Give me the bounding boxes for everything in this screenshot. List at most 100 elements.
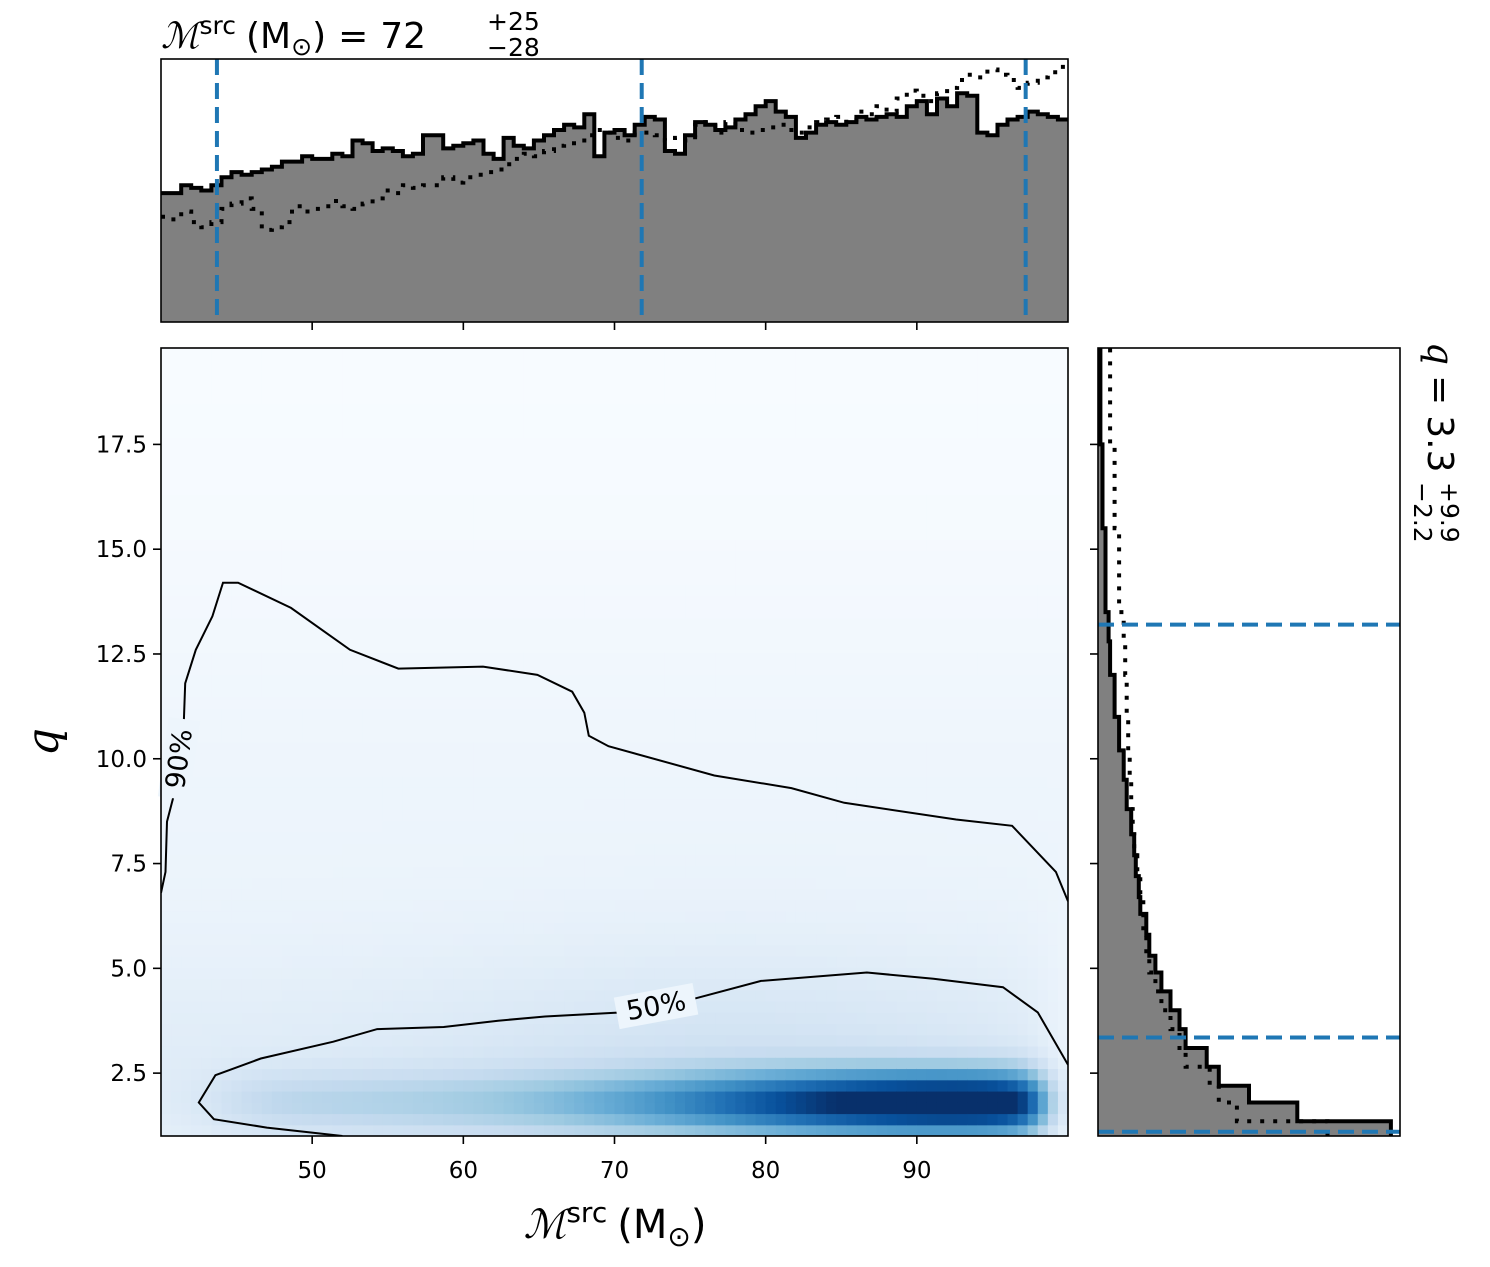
heatmap-cell — [312, 730, 323, 743]
heatmap-cell — [503, 494, 515, 507]
heatmap-cell — [715, 685, 726, 698]
heatmap-cell — [211, 764, 223, 777]
heatmap-cell — [866, 404, 878, 417]
heatmap-cell — [533, 1068, 545, 1081]
heatmap-cell — [826, 460, 837, 473]
heatmap-cell — [483, 843, 495, 856]
heatmap-cell — [785, 708, 797, 721]
heatmap-cell — [231, 561, 243, 574]
heatmap-cell — [805, 967, 817, 979]
heatmap-cell — [533, 787, 545, 799]
heatmap-cell — [352, 1124, 364, 1136]
heatmap-cell — [362, 832, 374, 844]
heatmap-cell — [241, 955, 253, 968]
heatmap-cell — [463, 910, 475, 923]
heatmap-cell — [372, 843, 384, 856]
heatmap-cell — [161, 449, 172, 462]
heatmap-cell — [775, 877, 787, 889]
heatmap-cell — [856, 933, 868, 946]
heatmap-cell — [654, 775, 666, 788]
heatmap-cell — [795, 865, 807, 878]
heatmap-cell — [261, 696, 273, 709]
heatmap-cell — [624, 1102, 636, 1115]
heatmap-cell — [634, 1079, 646, 1092]
heatmap-cell — [503, 651, 515, 664]
heatmap-cell — [402, 742, 414, 754]
heatmap-cell — [624, 1057, 636, 1070]
heatmap-cell — [322, 573, 333, 585]
heatmap-cell — [271, 618, 283, 631]
heatmap-cell — [795, 640, 807, 653]
heatmap-cell — [453, 1012, 464, 1025]
heatmap-cell — [312, 798, 323, 811]
heatmap-cell — [554, 967, 565, 979]
heatmap-cell — [755, 1079, 767, 1092]
heatmap-cell — [503, 348, 515, 360]
heatmap-cell — [805, 505, 817, 518]
heatmap-cell — [664, 832, 676, 844]
heatmap-cell — [443, 1090, 454, 1103]
heatmap-cell — [342, 798, 354, 811]
heatmap-cell — [594, 787, 606, 799]
heatmap-cell — [372, 854, 384, 867]
heatmap-cell — [594, 685, 606, 698]
heatmap-cell — [856, 696, 868, 709]
heatmap-cell — [443, 404, 454, 417]
heatmap-cell — [473, 370, 485, 383]
heatmap-cell — [382, 449, 394, 462]
heatmap-cell — [362, 865, 374, 878]
heatmap-cell — [735, 618, 747, 631]
heatmap-cell — [715, 516, 726, 529]
heatmap-cell — [161, 1090, 172, 1103]
heatmap-cell — [181, 989, 192, 1002]
heatmap-cell — [443, 933, 454, 946]
heatmap-cell — [453, 989, 464, 1002]
heatmap-cell — [251, 651, 263, 664]
heatmap-cell — [614, 888, 626, 901]
heatmap-cell — [221, 404, 233, 417]
heatmap-cell — [685, 899, 696, 912]
heatmap-cell — [463, 1000, 475, 1013]
heatmap-cell — [362, 1034, 374, 1047]
heatmap-cell — [795, 438, 807, 450]
heatmap-cell — [443, 595, 454, 608]
heatmap-cell — [574, 629, 585, 642]
heatmap-cell — [705, 1012, 716, 1025]
heatmap-cell — [382, 989, 394, 1002]
heatmap-cell — [564, 696, 575, 709]
heatmap-cell — [554, 978, 565, 991]
heatmap-cell — [513, 933, 525, 946]
heatmap-cell — [805, 865, 817, 878]
heatmap-cell — [433, 651, 444, 664]
heatmap-cell — [554, 989, 565, 1002]
heatmap-cell — [312, 505, 323, 518]
heatmap-cell — [433, 1057, 444, 1070]
heatmap-cell — [231, 787, 243, 799]
heatmap-cell — [332, 651, 343, 664]
heatmap-cell — [412, 550, 424, 563]
heatmap-cell — [785, 787, 797, 799]
heatmap-cell — [342, 640, 354, 653]
heatmap-cell — [775, 415, 787, 428]
heatmap-cell — [261, 775, 273, 788]
heatmap-cell — [433, 922, 444, 934]
heatmap-cell — [574, 820, 585, 833]
heatmap-cell — [483, 1012, 495, 1025]
heatmap-cell — [251, 516, 263, 529]
heatmap-cell — [392, 787, 404, 799]
heatmap-cell — [614, 798, 626, 811]
heatmap-cell — [352, 967, 364, 979]
heatmap-cell — [634, 370, 646, 383]
heatmap-cell — [362, 787, 374, 799]
heatmap-cell — [775, 1068, 787, 1081]
heatmap-cell — [392, 955, 404, 968]
heatmap-cell — [644, 843, 656, 856]
heatmap-cell — [241, 1068, 253, 1081]
heatmap-cell — [453, 1068, 464, 1081]
heatmap-cell — [402, 1034, 414, 1047]
heatmap-cell — [624, 1113, 636, 1126]
heatmap-cell — [161, 370, 172, 383]
heatmap-cell — [503, 393, 515, 405]
heatmap-cell — [211, 494, 223, 507]
heatmap-cell — [292, 1113, 303, 1126]
